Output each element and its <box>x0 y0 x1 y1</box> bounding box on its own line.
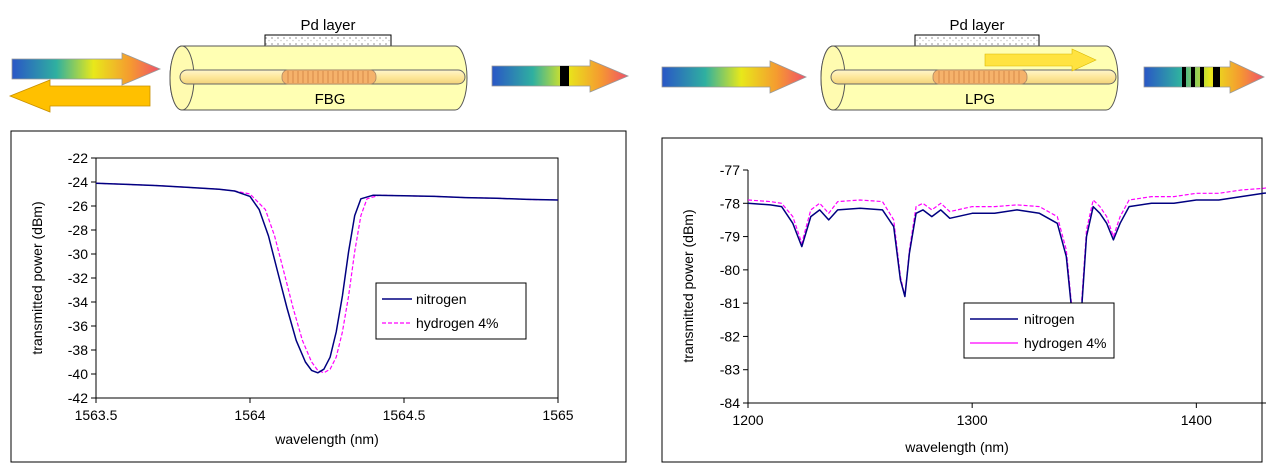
fbg-grating-label: FBG <box>315 91 346 108</box>
x-tick-label: 1564.5 <box>383 407 426 423</box>
chart-fbg-xlabel: wavelength (nm) <box>274 431 379 447</box>
lpg-input-spectrum-arrow <box>661 60 807 94</box>
y-tick-label: -81 <box>720 295 740 311</box>
legend-fbg-hydrogen-label: hydrogen 4% <box>416 315 499 331</box>
chart-lpg-legend: nitrogen hydrogen 4% <box>963 302 1115 359</box>
lpg-pd-layer <box>914 34 1040 47</box>
y-tick-label: -26 <box>68 198 88 214</box>
legend-lpg-nitrogen-label: nitrogen <box>1024 311 1075 327</box>
lpg-pd-label: Pd layer <box>949 17 1004 34</box>
fbg-notch-mark <box>560 66 569 86</box>
y-tick-label: -42 <box>68 390 88 406</box>
y-tick-label: -30 <box>68 246 88 262</box>
y-tick-label: -83 <box>720 362 740 378</box>
x-tick-label: 1564 <box>234 407 265 423</box>
chart-fbg-ylabel: transmitted power (dBm) <box>29 201 45 354</box>
x-tick-label: 1300 <box>957 412 988 428</box>
x-tick-label: 1563.5 <box>75 407 118 423</box>
y-tick-label: -78 <box>720 195 740 211</box>
lpg-grating <box>932 69 1028 85</box>
fbg-series-nitrogen-line <box>95 182 559 374</box>
lpg-notch-marks <box>1182 67 1220 87</box>
legend-fbg-nitrogen-label: nitrogen <box>416 291 467 307</box>
lpg-grating-label: LPG <box>965 91 995 108</box>
y-tick-label: -36 <box>68 318 88 334</box>
y-tick-label: -82 <box>720 328 740 344</box>
y-tick-label: -32 <box>68 270 88 286</box>
lpg-cladding-mode-arrow <box>984 48 1097 72</box>
y-tick-label: -22 <box>68 150 88 166</box>
legend-lpg-hydrogen-label: hydrogen 4% <box>1024 335 1107 351</box>
y-tick-label: -24 <box>68 174 88 190</box>
fbg-input-spectrum-arrow <box>11 52 162 86</box>
lpg-series-nitrogen-line <box>747 192 1266 354</box>
chart-fbg-legend: nitrogen hydrogen 4% <box>375 282 527 340</box>
x-tick-label: 1565 <box>542 407 573 423</box>
chart-lpg-xlabel: wavelength (nm) <box>904 439 1009 455</box>
chart-lpg: -77-78-79-80-81-82-83-841200130014001500… <box>661 137 1266 463</box>
y-tick-label: -80 <box>720 262 740 278</box>
chart-lpg-border <box>661 137 1263 463</box>
x-tick-label: 1200 <box>732 412 763 428</box>
y-tick-label: -40 <box>68 366 88 382</box>
y-tick-label: -28 <box>68 222 88 238</box>
fbg-pd-layer <box>264 34 392 47</box>
chart-lpg-ylabel: transmitted power (dBm) <box>680 209 696 362</box>
y-tick-label: -38 <box>68 342 88 358</box>
y-tick-label: -84 <box>720 395 740 411</box>
fbg-diagram: Pd layer FBG <box>8 17 630 113</box>
y-tick-label: -77 <box>720 162 740 178</box>
fbg-grating <box>281 69 377 85</box>
fbg-pd-label: Pd layer <box>300 17 355 34</box>
y-tick-label: -79 <box>720 229 740 245</box>
lpg-diagram: Pd layer LPG <box>661 17 1265 111</box>
fbg-reflected-arrow <box>8 79 151 113</box>
chart-fbg-plot-area <box>95 157 559 399</box>
lpg-series-hydrogen-line <box>747 187 1266 357</box>
x-tick-label: 1400 <box>1181 412 1212 428</box>
y-tick-label: -34 <box>68 294 88 310</box>
